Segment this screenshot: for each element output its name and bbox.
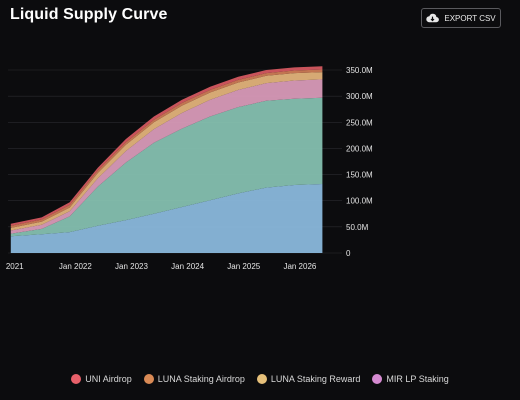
x-tick-label: Jan 2022 (59, 262, 92, 271)
series-area-unnamed-0 (10, 184, 323, 253)
y-tick-label: 300.0M (346, 92, 373, 101)
x-tick-label: Jan 2023 (115, 262, 148, 271)
legend-item[interactable]: LUNA Staking Reward (256, 374, 361, 384)
legend-swatch (143, 374, 154, 384)
x-tick-label: Jan 2025 (227, 262, 260, 271)
export-csv-label: EXPORT CSV (444, 13, 496, 23)
legend-label: MIR LP Staking (386, 374, 449, 384)
y-tick-label: 0 (346, 249, 351, 258)
legend-swatch (372, 374, 383, 384)
legend-item[interactable]: UNI Airdrop (71, 374, 132, 384)
y-tick-label: 100.0M (346, 197, 373, 206)
x-tick-label: Jan 2024 (171, 262, 204, 271)
chart-legend: UNI Airdrop LUNA Staking Airdrop LUNA Stak… (0, 374, 520, 384)
chart-title: Liquid Supply Curve (10, 6, 168, 23)
y-tick-label: 150.0M (346, 171, 373, 180)
series-area-mir-lp-staking (10, 79, 323, 234)
legend-swatch (256, 374, 267, 384)
legend-swatch (71, 374, 82, 384)
series-area-unnamed-1 (10, 97, 323, 237)
x-tick-label: 2021 (6, 262, 24, 271)
x-tick-label: Jan 2026 (283, 262, 316, 271)
legend-item[interactable]: MIR LP Staking (372, 374, 449, 384)
legend-label: LUNA Staking Airdrop (157, 374, 245, 384)
legend-label: LUNA Staking Reward (270, 374, 361, 384)
legend-label: UNI Airdrop (85, 374, 132, 384)
export-csv-button[interactable]: EXPORT CSV (421, 8, 501, 28)
y-tick-label: 250.0M (346, 118, 373, 127)
legend-item[interactable]: LUNA Staking Airdrop (143, 374, 245, 384)
y-tick-label: 50.0M (346, 223, 369, 232)
y-tick-label: 200.0M (346, 144, 373, 153)
y-tick-label: 350.0M (346, 66, 373, 75)
cloud-download-icon (426, 13, 440, 23)
